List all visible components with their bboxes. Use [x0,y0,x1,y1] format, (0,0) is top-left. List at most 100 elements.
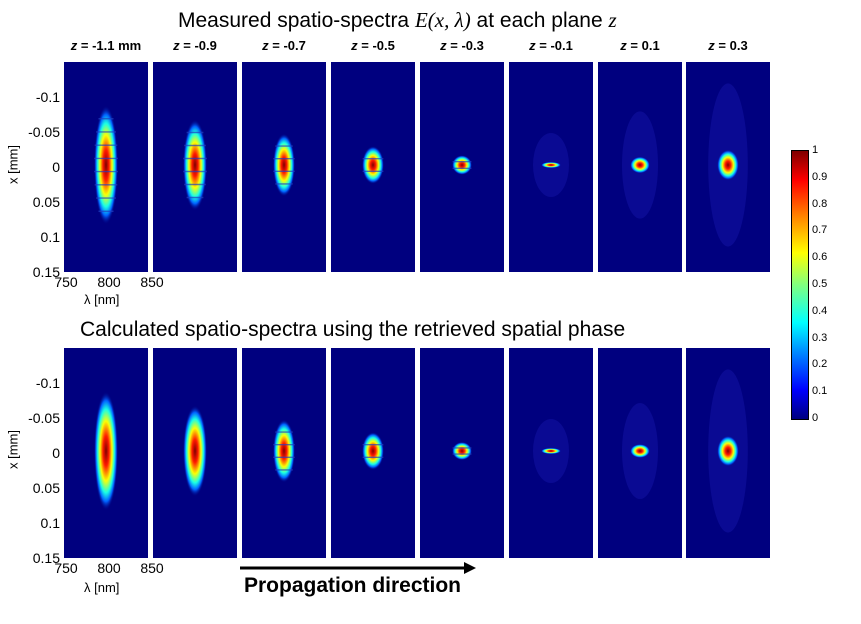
y-tick-r0-2: 0 [52,159,60,175]
heatmap-image [622,403,658,499]
colorbar-tick-3: 0.7 [812,224,828,237]
z-label-var: z [529,38,536,53]
heatmap-panel-r1-4 [420,348,504,558]
heatmap-panel-r1-6 [598,348,682,558]
heatmap-image [533,133,569,197]
z-label-var: z [708,38,715,53]
heatmap-image [452,441,472,461]
heatmap-image [708,83,748,247]
heatmap-image [533,419,569,483]
heatmap-panel-r1-3 [331,348,415,558]
colorbar-tick-2: 0.8 [812,197,828,210]
colorbar-tick-10: 0 [812,412,819,424]
heatmap-panel-r0-0 [64,62,148,272]
z-label-var: z [351,38,358,53]
heatmap-image [183,119,207,211]
beam-spot [183,405,207,497]
colorbar-tick-7: 0.3 [812,331,828,344]
heatmap-panel-r1-0 [64,348,148,558]
z-label-value: = -0.3 [446,38,484,53]
colorbar-tick-5: 0.5 [812,278,828,290]
x-tick-r0-1: 800 [97,274,121,290]
y-axis-label-top: x [mm] [5,145,21,184]
x-tick-r1-0: 750 [54,560,78,576]
y-tick-r0-4: 0.1 [40,229,60,245]
z-label-value: = -0.7 [268,38,306,53]
z-label-value: = -0.5 [357,38,395,53]
heatmap-panel-r0-7 [686,62,770,272]
colorbar-tick-1: 0.9 [812,170,828,183]
z-label-0: z = -1.1 mm [60,38,152,53]
z-label-1: z = -0.9 [149,38,241,53]
beam-spot [94,391,118,511]
heatmap-panel-r0-2 [242,62,326,272]
beam-spot [717,149,739,181]
x-tick-r0-0: 750 [54,274,78,290]
z-label-var: z [262,38,269,53]
colorbar-tick-6: 0.4 [812,304,828,317]
heatmap-panel-r0-1 [153,62,237,272]
z-label-var: z [440,38,447,53]
y-tick-r1-4: 0.1 [40,515,60,531]
y-tick-r0-5: 0.15 [32,264,60,280]
colorbar-tick-9: 0.1 [812,385,828,398]
heatmap-image [362,146,384,184]
z-label-value: = 0.1 [626,38,660,53]
colorbar-tick-8: 0.2 [812,358,828,371]
beam-spot [452,155,472,175]
z-label-value: = 0.3 [714,38,748,53]
y-tick-r1-0: -0.1 [35,375,60,391]
y-tick-r1-1: -0.05 [28,410,60,426]
top-title-z: z [608,8,617,32]
colorbar-tick-0: 1 [812,144,819,156]
propagation-arrow [240,562,476,574]
z-label-4: z = -0.3 [416,38,508,53]
colorbar-tick-4: 0.6 [812,251,828,264]
top-title-at: at each plane [476,9,603,32]
heatmap-image [273,419,295,483]
beam-spot [630,444,650,458]
x-axis-label-bottom: λ [nm] [84,580,120,595]
heatmap-panel-r1-2 [242,348,326,558]
y-tick-r0-1: -0.05 [28,124,60,140]
heatmap-image [273,133,295,197]
heatmap-image [622,111,658,219]
colorbar [791,150,809,420]
y-tick-r0-3: 0.05 [32,194,60,210]
y-tick-r1-5: 0.15 [32,550,60,566]
heatmap-panel-r1-7 [686,348,770,558]
beam-spot [541,448,561,454]
bottom-title: Calculated spatio-spectra using the retr… [80,318,626,341]
x-axis-label-top: λ [nm] [84,292,120,307]
propagation-label: Propagation direction [244,574,462,597]
y-tick-r0-0: -0.1 [35,89,60,105]
z-label-var: z [620,38,627,53]
x-tick-r1-1: 800 [97,560,121,576]
top-title: Measured spatio-spectra E(x, λ) at each … [178,8,617,33]
z-label-5: z = -0.1 [505,38,597,53]
heatmap-image [94,391,118,511]
heatmap-panel-r0-4 [420,62,504,272]
z-label-2: z = -0.7 [238,38,330,53]
z-label-7: z = 0.3 [682,38,774,53]
z-label-6: z = 0.1 [594,38,686,53]
heatmap-image [183,405,207,497]
x-tick-r0-2: 850 [140,274,164,290]
y-axis-label-bottom: x [mm] [5,430,21,469]
heatmap-panel-r1-5 [509,348,593,558]
heatmap-image [362,432,384,470]
z-label-var: z [173,38,180,53]
beam-spot [630,156,650,174]
z-label-value: = -0.9 [179,38,217,53]
y-tick-r1-2: 0 [52,445,60,461]
z-label-value: = -1.1 mm [77,38,142,53]
beam-spot [183,119,207,211]
beam-spot [273,419,295,483]
beam-spot [273,133,295,197]
x-tick-r1-2: 850 [140,560,164,576]
top-title-main: Measured spatio-spectra [178,9,410,32]
z-label-value: = -0.1 [535,38,573,53]
heatmap-panel-r0-5 [509,62,593,272]
heatmap-image [94,105,118,225]
beam-spot [452,441,472,461]
